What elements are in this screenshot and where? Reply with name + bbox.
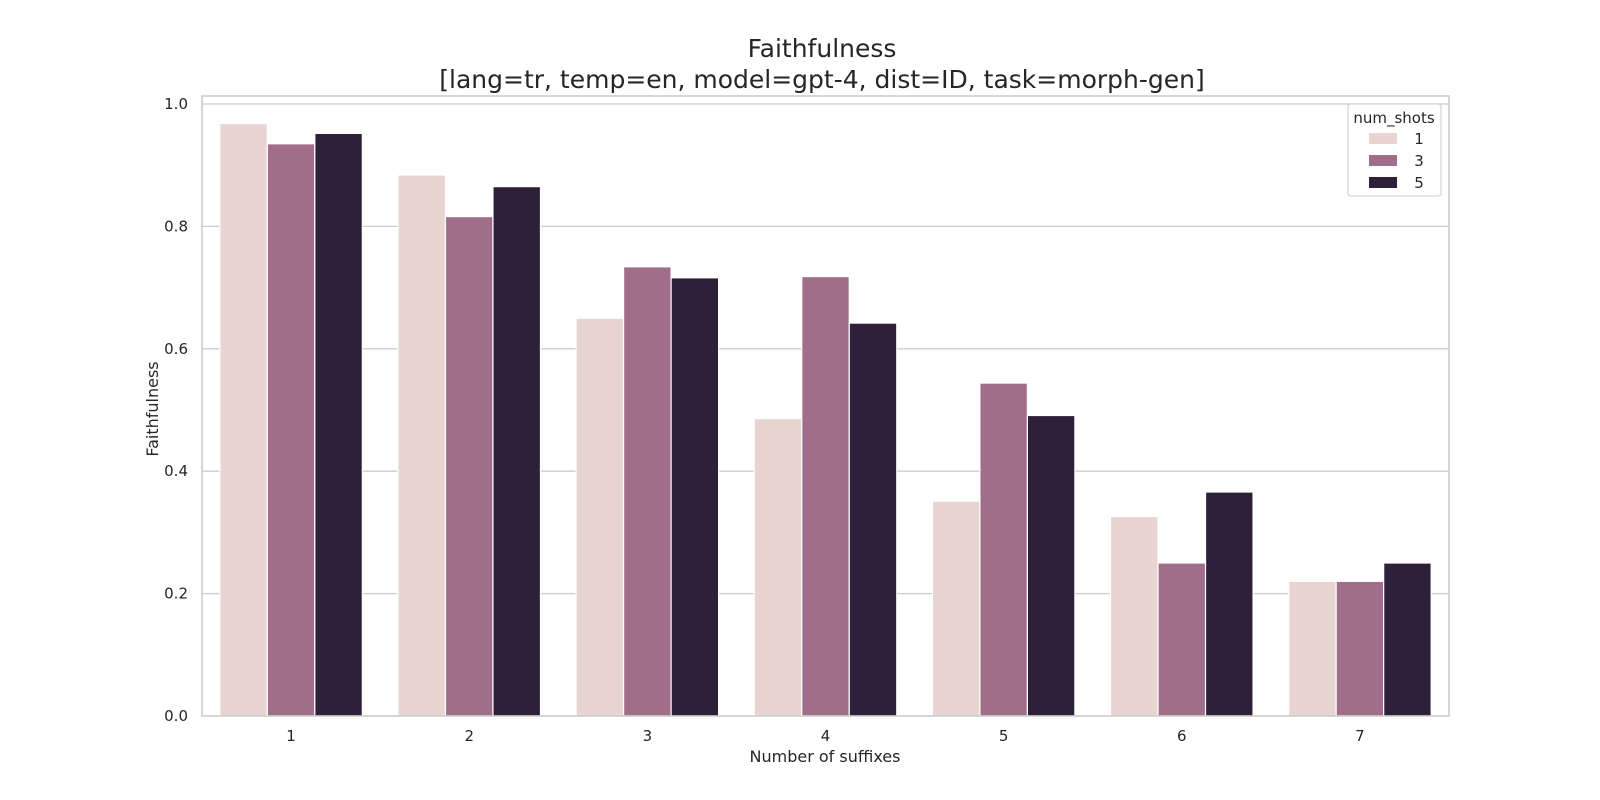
bar-5-shots-6 <box>1204 491 1254 717</box>
bar-1-shots-2 <box>397 174 447 717</box>
y-tick-labels: 0.0 0.2 0.4 0.6 0.8 1.0 <box>164 95 188 725</box>
x-tick-label: 6 <box>1177 727 1187 745</box>
legend-swatch-3 <box>1369 155 1397 166</box>
plot-frame <box>201 95 1450 717</box>
x-tick-label: 5 <box>999 727 1009 745</box>
x-tick-labels: 1 2 3 4 5 6 7 <box>286 727 1364 745</box>
bar-1-shots-4 <box>753 417 803 717</box>
legend-label: 5 <box>1414 174 1424 192</box>
x-tick-label: 3 <box>643 727 653 745</box>
bar-3-shots-1 <box>266 143 316 717</box>
bar-1-shots-6 <box>1109 515 1159 717</box>
bar-1-shots-1 <box>219 122 268 717</box>
legend-items: 1 3 5 <box>1369 130 1424 192</box>
bar-1-shots-7 <box>1288 580 1337 717</box>
bar-3-shots-5 <box>979 382 1028 717</box>
x-axis-label: Number of suffixes <box>750 747 901 766</box>
legend: num_shots 1 3 5 <box>1347 103 1442 197</box>
bar-3-shots-4 <box>801 275 850 717</box>
legend-swatch-1 <box>1369 133 1397 144</box>
legend-label: 3 <box>1414 152 1424 170</box>
y-tick-label: 0.8 <box>164 217 188 235</box>
legend-title: num_shots <box>1353 109 1435 128</box>
legend-box <box>1347 103 1442 197</box>
bar-5-shots-3 <box>670 277 720 717</box>
bar-1-shots-5 <box>931 500 981 717</box>
bar-5-shots-7 <box>1383 562 1432 717</box>
y-tick-label: 0.4 <box>164 462 188 480</box>
y-tick-label: 0.0 <box>164 707 188 725</box>
y-axis-label: Faithfulness <box>143 361 162 456</box>
bar-3-shots-3 <box>623 266 672 717</box>
chart-subtitle: [lang=tr, temp=en, model=gpt-4, dist=ID,… <box>439 65 1204 94</box>
y-tick-label: 0.2 <box>164 585 188 603</box>
legend-label: 1 <box>1414 130 1424 148</box>
bar-3-shots-2 <box>444 216 494 717</box>
bar-5-shots-1 <box>314 132 363 717</box>
y-tick-label: 0.6 <box>164 340 188 358</box>
chart-title: Faithfulness <box>748 34 897 63</box>
x-tick-label: 1 <box>286 727 296 745</box>
bar-5-shots-4 <box>848 322 898 717</box>
bar-3-shots-7 <box>1335 580 1385 717</box>
y-tick-label: 1.0 <box>164 95 188 113</box>
bar-3-shots-6 <box>1157 562 1207 717</box>
bars <box>219 122 1432 717</box>
bar-5-shots-5 <box>1026 414 1076 717</box>
bar-5-shots-2 <box>492 186 542 717</box>
x-tick-label: 7 <box>1355 727 1365 745</box>
x-tick-label: 4 <box>821 727 831 745</box>
x-tick-label: 2 <box>464 727 474 745</box>
legend-swatch-5 <box>1369 177 1397 188</box>
bar-1-shots-3 <box>575 317 625 717</box>
